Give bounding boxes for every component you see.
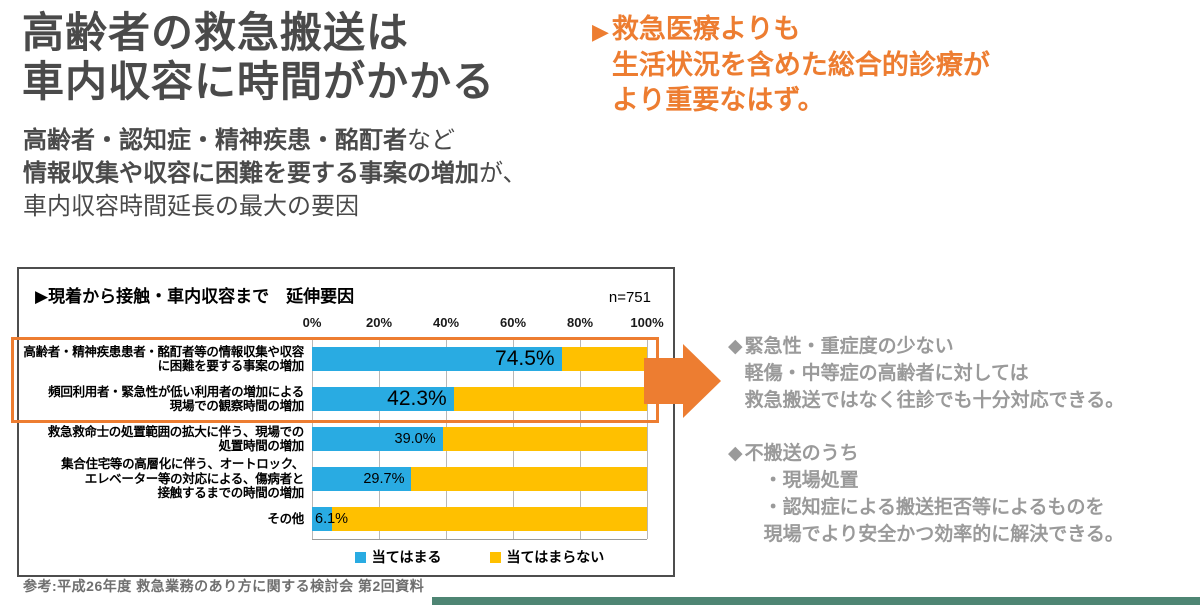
axis-tick-label: 40% [432, 315, 460, 330]
page-title: 高齢者の救急搬送は 車内収容に時間がかかる [22, 8, 495, 106]
category-label: その他 [267, 511, 304, 526]
legend-label: 当てはまる [371, 549, 442, 565]
bar-segment-not-applies [442, 427, 647, 451]
bar-track: 6.1% [312, 499, 647, 539]
diamond-bullet-icon: ◆ [728, 336, 743, 357]
annotation-bullet: ◆ 不搬送のうち ・現場処置 ・認知症による搬送拒否等によるものを 現場でより安全… [728, 441, 1198, 549]
legend-swatch-icon [354, 551, 366, 563]
bar-segment-applies [312, 427, 443, 451]
bar-segment-applies [312, 507, 333, 531]
legend-label: 当てはまらない [506, 549, 605, 565]
subtitle-segment: 高齢者・認知症・精神疾患・酩酊者 [23, 127, 407, 154]
value-label: 29.7% [363, 471, 405, 487]
key-message-text: 救急医療よりも生活状況を含めた総合的診療が より重要なはず。 [612, 12, 990, 119]
value-label: 6.1% [315, 511, 349, 527]
chart-legend: 当てはまる 当てはまらない [312, 547, 647, 567]
category-label: 集合住宅等の高層化に伴う、オートロック、 エレベーター等の対応による、傷病者と … [61, 457, 304, 501]
table-row: 集合住宅等の高層化に伴う、オートロック、 エレベーター等の対応による、傷病者と … [19, 457, 647, 501]
bar-segment-not-applies [332, 507, 647, 531]
chart-header: ▶現着から接触・車内収容まで 延伸要因 n=751 [35, 282, 651, 307]
legend-swatch-icon [489, 551, 501, 563]
axis-tick-label: 60% [499, 315, 527, 330]
bar-track: 39.0% [312, 419, 647, 459]
annotation-text: 不搬送のうち ・現場処置 ・認知症による搬送拒否等によるものを 現場でより安全か… [744, 442, 1124, 545]
table-row: 高齢者・精神疾患患者・酩酊者等の情報収集や収容 に困難を要する事案の増加 74.5… [19, 339, 647, 379]
bar-segment-not-applies [561, 347, 647, 371]
bar-segment-applies [312, 347, 562, 371]
chart-title: ▶現着から接触・車内収容まで 延伸要因 [35, 287, 355, 306]
title-line: 高齢者の救急搬送は [22, 9, 410, 56]
subtitle-segment: 車内収容時間延長の最大の要因 [23, 193, 359, 221]
bar-track: 74.5% [312, 339, 647, 379]
axis-tick-label: 80% [566, 315, 594, 330]
category-label: 頻回利用者・緊急性が低い利用者の増加による 現場での観察時間の増加 [48, 384, 304, 413]
highlight-box [11, 337, 659, 423]
bar-segment-not-applies [453, 387, 647, 411]
annotation-bullet: ◆ 緊急性・重症度の少ない 軽傷・中等症の高齢者に対しては 救急搬送ではなく往診で… [728, 334, 1198, 415]
axis-tick-label: 0% [302, 315, 322, 330]
annotation-text: 緊急性・重症度の少ない 軽傷・中等症の高齢者に対しては 救急搬送ではなく往診でも… [744, 336, 1125, 411]
source-citation: 参考:平成26年度 救急業務のあり方に関する検討会 第2回資料 [23, 578, 425, 594]
value-label: 42.3% [387, 387, 447, 410]
category-label: 高齢者・精神疾患患者・酩酊者等の情報収集や収容 に困難を要する事案の増加 [23, 344, 304, 373]
bar-track: 29.7% [312, 459, 647, 499]
annotation-block: ◆ 緊急性・重症度の少ない 軽傷・中等症の高齢者に対しては 救急搬送ではなく往診で… [728, 334, 1198, 549]
table-row: 頻回利用者・緊急性が低い利用者の増加による 現場での観察時間の増加 42.3% [19, 379, 647, 419]
gridline [647, 339, 648, 539]
axis-tick-label: 100% [630, 315, 664, 330]
value-label: 39.0% [394, 431, 436, 447]
subtitle-segment: が、 [479, 160, 527, 188]
bar-segment-applies [312, 387, 454, 411]
subtitle-line: 車内収容時間延長の最大の要因 [23, 190, 527, 223]
subtitle-segment: など [407, 127, 455, 154]
table-row: 救急救命士の処置範囲の拡大に伴う、現場での 処置時間の増加 39.0% [19, 419, 647, 459]
key-message-line: 救急医療よりも [611, 14, 801, 44]
bar-rows: 高齢者・精神疾患患者・酩酊者等の情報収集や収容 に困難を要する事案の増加 74.5… [19, 339, 647, 539]
value-label: 74.5% [495, 347, 555, 370]
subtitle-line: 情報収集や収容に困難を要する事案の増加が、 [23, 157, 527, 190]
footer-accent-bar [432, 597, 1200, 605]
sample-size-label: n=751 [608, 289, 651, 306]
legend-item: 当てはまらない [489, 547, 605, 567]
subtitle-line: 高齢者・認知症・精神疾患・酩酊者など [23, 124, 527, 157]
arrow-right-icon-head [683, 344, 721, 418]
diamond-bullet-icon: ◆ [728, 442, 743, 464]
legend-item: 当てはまる [354, 547, 442, 567]
key-message: ▶ 救急医療よりも生活状況を含めた総合的診療が より重要なはず。 [592, 12, 990, 119]
triangle-bullet-icon: ▶ [592, 19, 609, 44]
key-message-line: より重要なはず。 [611, 85, 825, 116]
bar-segment-applies [312, 467, 412, 491]
key-message-line: 生活状況を含めた総合的診療が [611, 49, 990, 80]
x-axis-ticks: 0% 20% 40% 60% 80% 100% [303, 315, 664, 333]
arrow-right-icon [644, 358, 684, 404]
title-line: 車内収容に時間がかかる [22, 58, 496, 106]
bar-segment-not-applies [411, 467, 647, 491]
table-row: その他 6.1% [19, 499, 647, 539]
axis-tick-label: 20% [365, 315, 393, 330]
category-label: 救急救命士の処置範囲の拡大に伴う、現場での 処置時間の増加 [47, 424, 305, 453]
subtitle-segment: 情報収集や収容に困難を要する事案の増加 [23, 160, 479, 188]
bar-track: 42.3% [312, 379, 647, 419]
page-subtitle: 高齢者・認知症・精神疾患・酩酊者など 情報収集や収容に困難を要する事案の増加が、車… [23, 124, 527, 223]
